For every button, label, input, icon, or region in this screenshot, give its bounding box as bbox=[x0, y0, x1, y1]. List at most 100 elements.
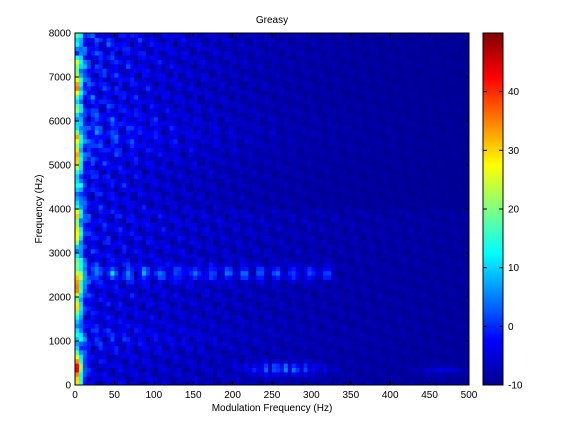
heatmap-cell bbox=[82, 107, 88, 113]
heatmap-cell bbox=[189, 349, 194, 355]
heatmap-cell bbox=[181, 358, 186, 364]
heatmap-cell bbox=[130, 103, 135, 109]
heatmap-cell bbox=[157, 72, 163, 78]
heatmap-cell bbox=[232, 77, 238, 82]
heatmap-cell bbox=[236, 257, 242, 263]
heatmap-cell bbox=[311, 59, 316, 65]
heatmap-cell bbox=[177, 81, 182, 87]
heatmap-cell bbox=[145, 33, 151, 38]
heatmap-cell bbox=[283, 173, 289, 179]
heatmap-cell bbox=[177, 275, 182, 280]
heatmap-cell bbox=[205, 323, 210, 329]
heatmap-cell bbox=[75, 143, 80, 148]
heatmap-cell bbox=[138, 270, 143, 276]
heatmap-cell bbox=[141, 323, 147, 329]
heatmap-cell bbox=[205, 112, 210, 118]
heatmap-cell bbox=[268, 239, 273, 245]
heatmap-cell bbox=[153, 231, 159, 236]
heatmap-cell bbox=[78, 81, 84, 87]
heatmap-cell bbox=[283, 341, 289, 346]
heatmap-cell bbox=[236, 94, 242, 100]
heatmap-cell bbox=[173, 367, 179, 373]
heatmap-cell bbox=[75, 165, 80, 170]
heatmap-cell bbox=[149, 116, 155, 122]
heatmap-cell bbox=[279, 244, 285, 250]
heatmap-cell bbox=[138, 94, 143, 100]
heatmap-cell bbox=[138, 85, 143, 91]
heatmap-cell bbox=[260, 94, 265, 100]
heatmap-cell bbox=[268, 266, 273, 272]
heatmap-cell bbox=[264, 204, 269, 210]
heatmap-cell bbox=[193, 231, 198, 236]
heatmap-cell bbox=[149, 270, 155, 276]
heatmap-cell bbox=[141, 173, 147, 179]
heatmap-cell bbox=[134, 125, 139, 131]
heatmap-cell bbox=[208, 354, 214, 360]
heatmap-cell bbox=[228, 55, 234, 60]
heatmap-cell bbox=[114, 50, 119, 56]
heatmap-cell bbox=[220, 125, 226, 131]
heatmap-cell bbox=[118, 327, 123, 333]
heatmap-cell bbox=[264, 129, 269, 135]
heatmap-cell bbox=[287, 68, 293, 74]
heatmap-cell bbox=[130, 345, 135, 351]
heatmap-cell bbox=[114, 121, 119, 126]
heatmap-cell bbox=[114, 209, 119, 214]
heatmap-cell bbox=[232, 270, 238, 276]
heatmap-cell bbox=[90, 195, 96, 201]
heatmap-cell bbox=[106, 46, 112, 52]
heatmap-cell bbox=[228, 173, 234, 179]
heatmap-cell bbox=[303, 134, 309, 140]
heatmap-cell bbox=[307, 310, 312, 316]
heatmap-cell bbox=[228, 266, 234, 272]
heatmap-cell bbox=[208, 33, 214, 38]
heatmap-cell bbox=[134, 46, 139, 52]
heatmap-cell bbox=[181, 332, 186, 338]
heatmap-cell bbox=[114, 160, 119, 166]
heatmap-cell bbox=[189, 358, 194, 364]
heatmap-cell bbox=[248, 209, 253, 214]
heatmap-cell bbox=[228, 112, 234, 118]
heatmap-cell bbox=[157, 107, 163, 113]
heatmap-cell bbox=[208, 253, 214, 258]
heatmap-cell bbox=[244, 187, 249, 192]
heatmap-cell bbox=[145, 165, 151, 170]
heatmap-cell bbox=[256, 279, 261, 285]
heatmap-cell bbox=[244, 77, 249, 82]
heatmap-cell bbox=[138, 178, 143, 184]
heatmap-cell bbox=[98, 121, 104, 126]
heatmap-cell bbox=[114, 301, 119, 307]
heatmap-cell bbox=[82, 270, 88, 276]
heatmap-cell bbox=[303, 367, 309, 373]
heatmap-cell bbox=[252, 156, 257, 162]
heatmap-cell bbox=[248, 147, 253, 153]
heatmap-cell bbox=[86, 217, 92, 223]
heatmap-cell bbox=[279, 90, 285, 96]
heatmap-cell bbox=[260, 178, 265, 184]
heatmap-cell bbox=[268, 103, 273, 109]
heatmap-cell bbox=[145, 239, 151, 245]
heatmap-cell bbox=[138, 275, 143, 280]
heatmap-cell bbox=[283, 266, 289, 272]
heatmap-cell bbox=[193, 341, 198, 346]
heatmap-cell bbox=[216, 345, 222, 351]
heatmap-cell bbox=[193, 288, 198, 294]
heatmap-cell bbox=[264, 310, 269, 316]
heatmap-cell bbox=[94, 107, 100, 113]
heatmap-cell bbox=[86, 270, 92, 276]
heatmap-cell bbox=[177, 37, 182, 43]
heatmap-cell bbox=[268, 314, 273, 320]
heatmap-cell bbox=[319, 371, 324, 377]
heatmap-cell bbox=[153, 182, 159, 188]
heatmap-cell bbox=[291, 125, 297, 131]
heatmap-cell bbox=[165, 72, 171, 78]
heatmap-cell bbox=[75, 195, 80, 201]
heatmap-cell bbox=[106, 156, 112, 162]
heatmap-cell bbox=[279, 156, 285, 162]
heatmap-cell bbox=[161, 72, 167, 78]
heatmap-cell bbox=[264, 191, 269, 197]
heatmap-cell bbox=[75, 63, 80, 69]
heatmap-cell bbox=[197, 178, 202, 184]
heatmap-cell bbox=[240, 253, 246, 258]
heatmap-cell bbox=[130, 371, 135, 377]
